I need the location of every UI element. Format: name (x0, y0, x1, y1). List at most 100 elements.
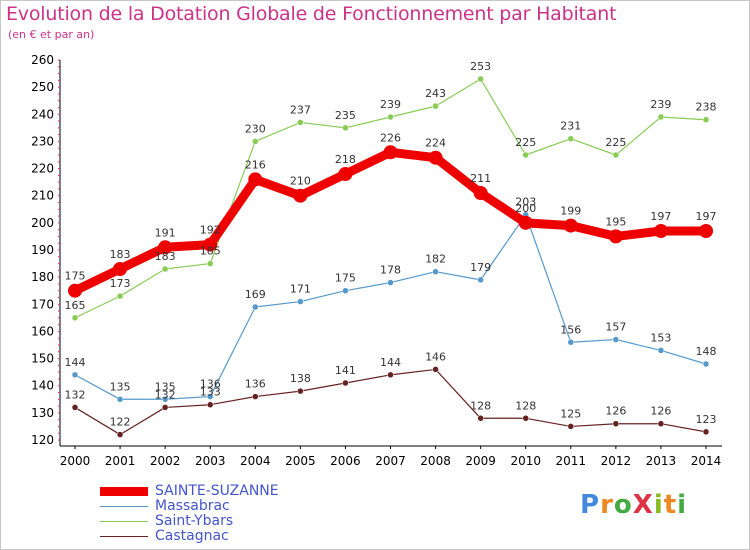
data-label: 165 (65, 299, 86, 312)
data-point (383, 145, 398, 160)
x-tick-label: 2013 (646, 454, 677, 468)
data-label: 157 (605, 321, 626, 334)
data-label: 135 (110, 380, 131, 393)
data-label: 239 (380, 98, 401, 111)
data-point (252, 303, 259, 311)
data-point (702, 116, 710, 123)
legend-swatch (100, 487, 148, 496)
logo-letter: t (663, 490, 678, 520)
data-point (567, 135, 575, 142)
legend-swatch (100, 521, 148, 522)
data-label: 144 (380, 356, 401, 369)
data-label: 203 (515, 196, 536, 209)
data-label: 153 (650, 331, 671, 344)
data-label: 175 (65, 270, 86, 283)
data-point (342, 124, 349, 132)
data-label: 182 (425, 253, 446, 266)
data-label: 135 (155, 380, 176, 393)
data-point (68, 283, 82, 298)
data-label: 156 (560, 323, 581, 336)
y-tick-label: 230 (31, 134, 54, 148)
data-point (612, 151, 620, 159)
data-label: 126 (605, 405, 626, 418)
data-point (206, 401, 214, 408)
data-point (563, 218, 578, 233)
x-tick-label: 2011 (556, 454, 587, 468)
x-tick-label: 2007 (375, 454, 406, 468)
data-point (293, 188, 308, 203)
data-point (657, 113, 665, 121)
y-tick-label: 200 (31, 216, 54, 230)
y-tick-label: 160 (31, 324, 54, 338)
data-label: 123 (696, 413, 717, 426)
data-point (297, 387, 304, 395)
data-label: 216 (245, 158, 266, 171)
data-point (518, 215, 533, 230)
data-point (477, 276, 484, 284)
data-point (567, 423, 575, 430)
data-point (657, 420, 665, 427)
data-point (702, 428, 710, 436)
x-tick-label: 2008 (420, 454, 451, 468)
data-point (477, 415, 484, 422)
data-point (653, 224, 668, 238)
data-label: 225 (605, 136, 626, 149)
data-label: 183 (155, 250, 176, 263)
data-point (432, 102, 439, 110)
y-tick-label: 130 (31, 406, 54, 420)
data-point (473, 186, 488, 200)
data-label: 225 (515, 136, 536, 149)
data-point (387, 113, 394, 121)
data-label: 224 (425, 137, 446, 150)
data-label: 136 (200, 378, 221, 391)
data-label: 138 (290, 372, 311, 385)
data-label: 128 (470, 399, 491, 412)
data-label: 235 (335, 109, 356, 122)
data-point (342, 287, 349, 294)
data-label: 171 (290, 283, 311, 296)
data-point (206, 393, 214, 400)
data-point (477, 75, 484, 83)
legend-label: Castagnac (155, 528, 229, 544)
data-label: 136 (245, 378, 266, 391)
x-tick-label: 2000 (60, 454, 91, 468)
data-point (252, 393, 259, 400)
data-point (657, 347, 665, 354)
data-point (608, 229, 623, 244)
data-label: 243 (425, 87, 446, 100)
proxiti-logo: ProXiti (580, 490, 687, 520)
data-label: 218 (335, 153, 356, 166)
data-label: 230 (245, 122, 266, 135)
data-point (387, 279, 394, 286)
data-point (161, 404, 169, 411)
data-label: 199 (560, 205, 581, 218)
data-label: 237 (290, 103, 311, 116)
data-point (612, 420, 620, 427)
y-tick-label: 120 (31, 433, 54, 447)
data-point (428, 150, 443, 165)
data-point (387, 371, 394, 379)
data-label: 197 (696, 210, 717, 223)
data-point (161, 396, 169, 403)
y-tick-label: 240 (31, 107, 54, 121)
y-tick-label: 220 (31, 162, 54, 176)
y-tick-label: 140 (31, 379, 54, 393)
data-label: 144 (65, 356, 86, 369)
data-point (297, 298, 304, 305)
x-tick-label: 2003 (195, 454, 226, 468)
data-label: 231 (560, 120, 581, 133)
data-point (432, 268, 439, 275)
data-label: 238 (696, 101, 717, 114)
x-tick-label: 2001 (105, 454, 136, 468)
data-point (338, 167, 353, 181)
data-point (71, 404, 79, 411)
chart-subtitle: (en € et par an) (8, 28, 95, 41)
data-label: 195 (605, 215, 626, 228)
data-label: 210 (290, 175, 311, 188)
data-label: 133 (200, 386, 221, 399)
y-tick-label: 210 (31, 189, 54, 203)
data-label: 200 (515, 202, 536, 215)
data-point (116, 431, 124, 438)
